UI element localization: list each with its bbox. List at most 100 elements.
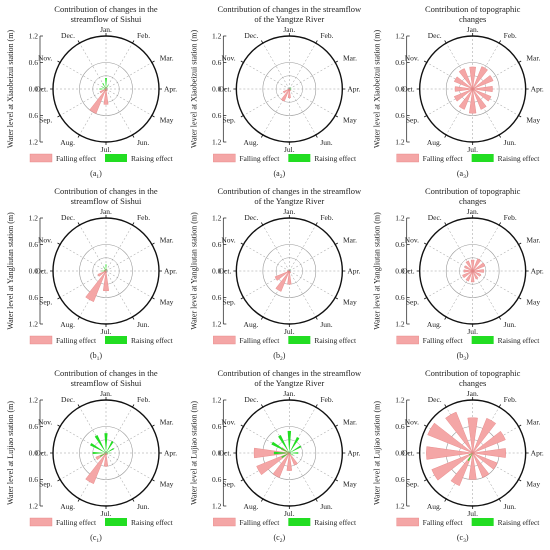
month-label: Nov. [221, 418, 235, 427]
raising-wedge-feb [106, 85, 109, 89]
month-label: Jan. [100, 389, 112, 398]
raising-wedge-mar [289, 87, 292, 89]
month-tick [77, 316, 80, 320]
panel-c1: Contribution of changes in thestreamflow… [6, 368, 177, 544]
month-tick [444, 40, 447, 44]
month-label: Aug. [60, 502, 75, 511]
month-label: Apr. [347, 267, 360, 276]
grid-spoke [289, 452, 336, 480]
month-label: Feb. [137, 213, 150, 222]
falling-wedge-sep [97, 270, 107, 277]
falling-wedge-jul [103, 88, 109, 105]
legend-falling-label: Falling effect [56, 336, 97, 345]
month-label: Jan. [467, 389, 479, 398]
legend-raising-label: Raising effect [498, 154, 541, 163]
panel-label: (a2) [274, 169, 286, 180]
radial-tick-label: 0.0 [212, 85, 222, 94]
falling-wedge-sep [274, 270, 290, 281]
legend-falling-label: Falling effect [239, 336, 280, 345]
radial-tick-label: 0.6 [212, 111, 222, 120]
month-label: Jun. [504, 138, 516, 147]
month-tick [423, 242, 427, 245]
panel-c2: Contribution of changes in the streamflo… [189, 368, 362, 544]
falling-wedge-jul [286, 452, 293, 471]
y-axis-label: Water level at Xiaobeizui station (m) [373, 30, 382, 149]
grid-spoke [105, 224, 133, 272]
grid-circle [79, 426, 133, 480]
month-label: Oct. [402, 449, 415, 458]
month-tick [151, 242, 155, 245]
month-label: Aug. [244, 502, 259, 511]
legend-falling-swatch [29, 335, 53, 345]
panel-title-line: Contribution of topographic [425, 4, 521, 14]
grid-spoke [59, 62, 107, 90]
panel-title-line: of the Yangtze River [254, 378, 324, 388]
grid-circle [262, 62, 317, 116]
falling-wedge-may [472, 88, 492, 102]
month-tick [132, 134, 135, 138]
y-axis-label: Water level at Lujiao station (m) [6, 401, 15, 505]
radial-tick-label: 1.2 [29, 502, 39, 511]
panel-title-line: of the Yangtze River [254, 196, 324, 206]
month-label: Dec. [244, 213, 258, 222]
month-tick [315, 404, 318, 408]
falling-wedge-jul [287, 270, 292, 285]
falling-wedge-jan [470, 259, 475, 272]
month-label: Sep. [406, 116, 419, 125]
month-label: May [343, 480, 357, 489]
radial-tick-label: 0.6 [212, 58, 222, 67]
month-tick [77, 134, 80, 138]
radial-tick-label: 1.2 [395, 214, 405, 223]
legend-falling-label: Falling effect [56, 518, 97, 527]
month-tick [423, 115, 427, 118]
month-label: Apr. [164, 85, 177, 94]
radial-tick-label: 0.6 [29, 475, 39, 484]
month-label: May [526, 116, 540, 125]
month-tick [518, 242, 522, 245]
month-tick [444, 498, 447, 502]
legend-raising-label: Raising effect [314, 336, 357, 345]
raising-wedge-apr [289, 452, 299, 454]
falling-wedge-mar [472, 262, 486, 272]
grid-spoke [289, 270, 336, 298]
month-label: Sep. [406, 480, 419, 489]
radial-tick-label: 1.2 [212, 320, 222, 329]
raising-wedge-dec [278, 435, 290, 453]
month-tick [240, 297, 244, 300]
panel-a2: Contribution of changes in the streamflo… [189, 4, 362, 180]
panel-label: (b1) [90, 351, 102, 362]
legend-raising-swatch [288, 154, 311, 162]
raising-wedge-sep [100, 453, 106, 457]
month-label: Dec. [428, 213, 442, 222]
panel-label: (a1) [90, 169, 102, 180]
month-label: Oct. [35, 449, 48, 458]
month-label: Jul. [101, 327, 112, 336]
grid-spoke [59, 88, 107, 116]
month-label: Apr. [531, 267, 544, 276]
radial-tick-label: 1.2 [395, 396, 405, 405]
falling-wedge-jun [105, 452, 108, 456]
month-label: Sep. [406, 298, 419, 307]
month-label: Sep. [223, 298, 236, 307]
month-label: Feb. [320, 395, 333, 404]
month-label: Mar. [526, 418, 540, 427]
panel-title-line: Contribution of changes in the streamflo… [217, 186, 362, 196]
month-label: Mar. [343, 418, 357, 427]
month-tick [335, 479, 339, 482]
legend-raising-label: Raising effect [131, 518, 174, 527]
legend-falling-swatch [396, 153, 419, 163]
month-tick [423, 297, 427, 300]
falling-wedge-jul [103, 452, 109, 467]
month-label: Aug. [60, 320, 75, 329]
falling-wedge-dec [445, 411, 473, 454]
month-label: Dec. [428, 31, 442, 40]
falling-wedge-nov [453, 76, 473, 90]
month-tick [444, 134, 447, 138]
raising-wedge-may [106, 453, 108, 455]
panel-title-line: changes [459, 378, 486, 388]
grid-spoke [243, 244, 290, 272]
month-tick [260, 40, 264, 44]
radial-tick-label: 1.2 [29, 396, 39, 405]
month-label: May [343, 298, 357, 307]
